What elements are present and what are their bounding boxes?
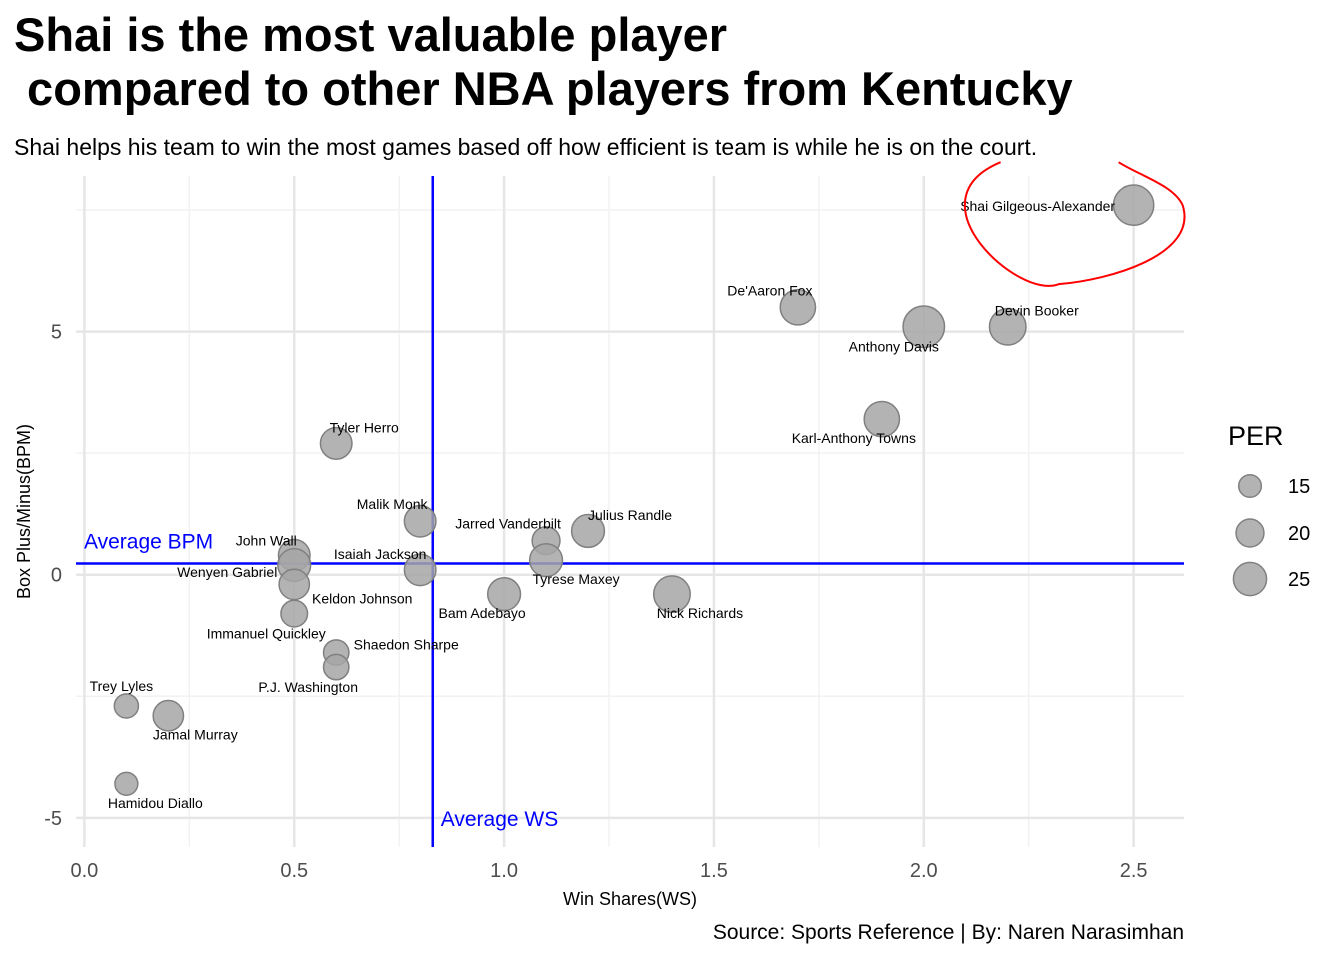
average-ws-label: Average WS bbox=[441, 808, 559, 831]
point-label: Tyrese Maxey bbox=[532, 571, 619, 587]
point-label: John Wall bbox=[236, 532, 297, 548]
point-label: Hamidou Diallo bbox=[108, 795, 203, 811]
highlight-ellipse bbox=[963, 161, 1186, 287]
point-label: Tyler Herro bbox=[330, 419, 399, 435]
point-label: Shaedon Sharpe bbox=[354, 637, 459, 653]
legend-label: 15 bbox=[1288, 476, 1310, 498]
data-point bbox=[322, 653, 350, 681]
legend-title: PER bbox=[1228, 421, 1284, 451]
point-label: Malik Monk bbox=[357, 496, 429, 512]
point-label: Anthony Davis bbox=[849, 339, 939, 355]
data-point bbox=[652, 575, 691, 614]
point-label: Wenyen Gabriel bbox=[177, 564, 277, 580]
y-axis-title: Box Plus/Minus(BPM) bbox=[14, 424, 34, 599]
data-point bbox=[486, 577, 522, 612]
legend-label: 25 bbox=[1288, 569, 1310, 591]
point-label: Trey Lyles bbox=[90, 678, 154, 694]
y-tick-label: 0 bbox=[51, 565, 62, 587]
point-labels: Shai Gilgeous-Alexander De'Aaron Fox Antho… bbox=[90, 198, 1116, 811]
data-point bbox=[863, 400, 901, 438]
point-label: Julius Randle bbox=[588, 507, 672, 523]
point-label: De'Aaron Fox bbox=[727, 282, 812, 298]
point-label: Nick Richards bbox=[657, 605, 743, 621]
data-point bbox=[528, 542, 564, 578]
data-point bbox=[152, 699, 185, 732]
x-tick-label: 0.0 bbox=[70, 860, 98, 882]
point-label: Isaiah Jackson bbox=[334, 546, 427, 562]
data-point bbox=[113, 693, 140, 719]
legend-label: 20 bbox=[1288, 523, 1310, 545]
axes: 0.0 0.5 1.0 1.5 2.0 2.5 -5 0 5 Win Shares(WS) Box … bbox=[14, 322, 1148, 909]
x-tick-label: 2.0 bbox=[910, 860, 938, 882]
chart-title: Shai is the most valuable player compare… bbox=[14, 8, 1073, 115]
point-label: P.J. Washington bbox=[258, 679, 358, 695]
point-label: Bam Adebayo bbox=[439, 605, 526, 621]
grid-lines bbox=[76, 176, 1184, 847]
point-label: Jamal Murray bbox=[153, 727, 238, 743]
point-label: Jarred Vanderbilt bbox=[455, 516, 561, 532]
legend-key bbox=[1235, 518, 1265, 548]
data-point bbox=[570, 513, 606, 549]
point-label: Devin Booker bbox=[995, 303, 1079, 319]
y-tick-label: 5 bbox=[51, 322, 62, 344]
size-legend: PER 15 20 25 bbox=[1228, 421, 1310, 597]
data-point bbox=[114, 771, 139, 796]
point-label: Karl-Anthony Towns bbox=[792, 430, 916, 446]
chart-subtitle: Shai helps his team to win the most game… bbox=[14, 134, 1038, 160]
data-point bbox=[403, 553, 437, 587]
data-point bbox=[988, 307, 1027, 346]
data-point bbox=[319, 426, 353, 460]
legend-key bbox=[1237, 473, 1263, 499]
data-point bbox=[779, 288, 817, 326]
chart-caption: Source: Sports Reference | By: Naren Nar… bbox=[712, 921, 1184, 944]
y-tick-label: -5 bbox=[44, 808, 62, 830]
data-point bbox=[403, 504, 437, 538]
point-label: Immanuel Quickley bbox=[207, 626, 326, 642]
point-label: Shai Gilgeous-Alexander bbox=[960, 198, 1115, 214]
x-axis-title: Win Shares(WS) bbox=[563, 889, 697, 909]
data-points bbox=[113, 184, 1155, 796]
point-label: Keldon Johnson bbox=[312, 590, 412, 606]
x-tick-label: 1.5 bbox=[700, 860, 728, 882]
data-point bbox=[278, 568, 311, 601]
data-point bbox=[902, 305, 946, 349]
data-point bbox=[280, 599, 309, 628]
x-tick-label: 1.0 bbox=[490, 860, 518, 882]
x-tick-label: 2.5 bbox=[1120, 860, 1148, 882]
data-point bbox=[1112, 184, 1155, 227]
legend-key bbox=[1232, 561, 1268, 597]
x-tick-label: 0.5 bbox=[280, 860, 308, 882]
highlight-annotation bbox=[963, 161, 1186, 287]
average-bpm-label: Average BPM bbox=[84, 531, 213, 554]
